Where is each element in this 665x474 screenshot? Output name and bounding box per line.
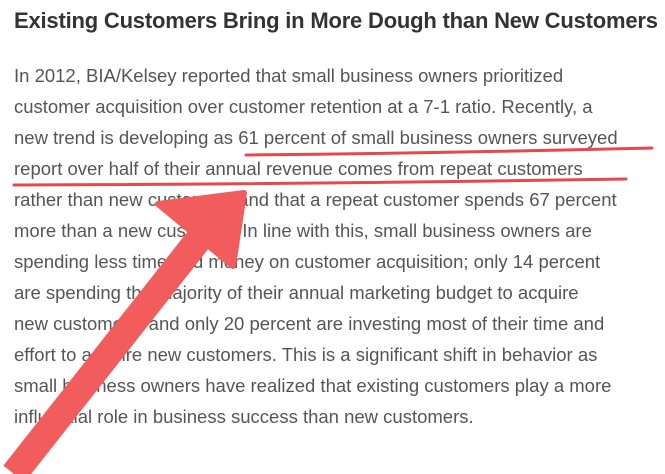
paragraph-line: report over half of their annual revenue… xyxy=(14,158,583,179)
article-heading: Existing Customers Bring in More Dough t… xyxy=(14,8,658,33)
paragraph-line: In 2012, BIA/Kelsey reported that small … xyxy=(14,65,564,86)
paragraph-line: customer acquisition over customer reten… xyxy=(14,96,593,117)
paragraph-line: are spending the majority of their annua… xyxy=(14,282,579,303)
paragraph-line: rather than new customers and that a rep… xyxy=(14,189,617,210)
paragraph-line: influential role in business success tha… xyxy=(14,406,474,427)
article: Existing Customers Bring in More Dough t… xyxy=(14,0,665,427)
paragraph-line: spending less time and money on customer… xyxy=(14,251,601,272)
paragraph-line: new customers, and only 20 percent are i… xyxy=(14,313,605,334)
paragraph-line: small business owners have realized that… xyxy=(14,375,612,396)
paragraph-line: more than a new customer. In line with t… xyxy=(14,220,592,241)
paragraph-line: effort to acquire new customers. This is… xyxy=(14,344,598,365)
paragraph-line: new trend is developing as 61 percent of… xyxy=(14,127,618,148)
article-body: In 2012, BIA/Kelsey reported that small … xyxy=(14,60,665,432)
